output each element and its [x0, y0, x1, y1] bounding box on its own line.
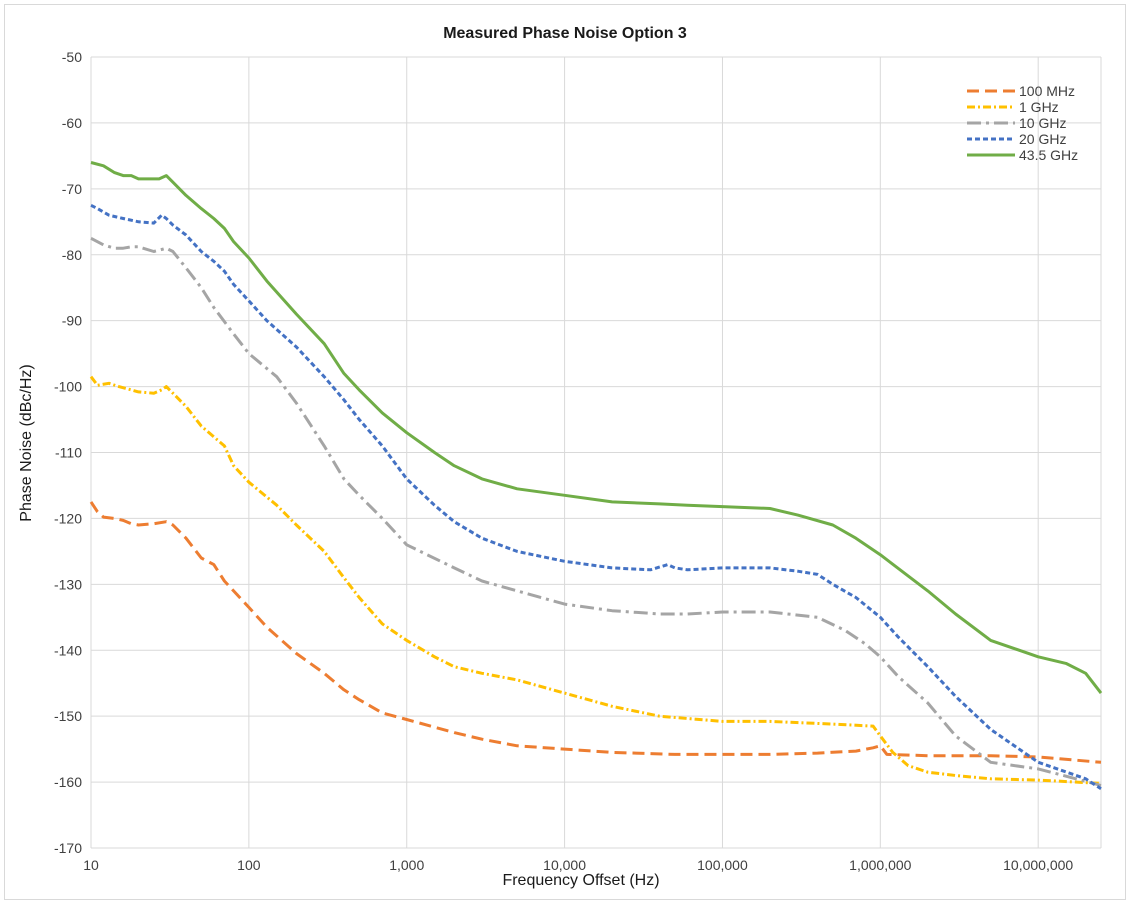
y-tick-label: -90: [62, 313, 82, 329]
chart-frame: Measured Phase Noise Option 3 -170 -160 -1…: [4, 4, 1126, 900]
x-tick-label: 1,000: [389, 857, 424, 873]
legend-label: 10 GHz: [1019, 115, 1066, 131]
y-tick-label: -160: [54, 774, 82, 790]
gridlines: [90, 56, 1102, 849]
legend-label: 1 GHz: [1019, 99, 1059, 115]
series-line-20-ghz: [90, 203, 1102, 790]
x-tick-label: 10,000,000: [1003, 857, 1073, 873]
x-tick-label: 100: [237, 857, 261, 873]
chart-title: Measured Phase Noise Option 3: [443, 25, 687, 42]
y-tick-label: -50: [62, 49, 82, 65]
y-tick-label: -100: [54, 379, 82, 395]
x-tick-label: 100,000: [697, 857, 748, 873]
y-tick-label: -150: [54, 708, 82, 724]
legend-label: 43.5 GHz: [1019, 147, 1078, 163]
y-tick-label: -130: [54, 576, 82, 592]
series-line-43-5-ghz: [90, 161, 1103, 695]
y-axis-title: Phase Noise (dBc/Hz): [18, 364, 35, 521]
legend-label: 20 GHz: [1019, 131, 1066, 147]
x-tick-label: 10: [83, 857, 99, 873]
y-tick-label: -120: [54, 510, 82, 526]
y-tick-label: -110: [55, 445, 82, 461]
y-tick-label: -70: [62, 181, 82, 197]
y-tick-label: -60: [62, 115, 82, 131]
series-line-1-ghz: [89, 375, 1102, 785]
axes: -170 -160 -150 -140 -130 -120 -110 -100 -90 -80 -7…: [54, 49, 1073, 873]
legend-label: 100 MHz: [1019, 83, 1075, 99]
x-tick-label: 1,000,000: [849, 857, 911, 873]
phase-noise-chart: Measured Phase Noise Option 3 -170-160-1…: [18, 25, 1103, 889]
x-axis-title: Frequency Offset (Hz): [502, 872, 659, 889]
y-tick-label: -170: [54, 840, 82, 856]
y-tick-label: -140: [54, 642, 82, 658]
series-line-10-ghz: [90, 236, 1102, 787]
series-line-100-mhz: [89, 501, 1102, 764]
y-tick-label: -80: [62, 247, 82, 263]
series-lines: [89, 161, 1103, 790]
x-tick-label: 10,000: [543, 857, 586, 873]
